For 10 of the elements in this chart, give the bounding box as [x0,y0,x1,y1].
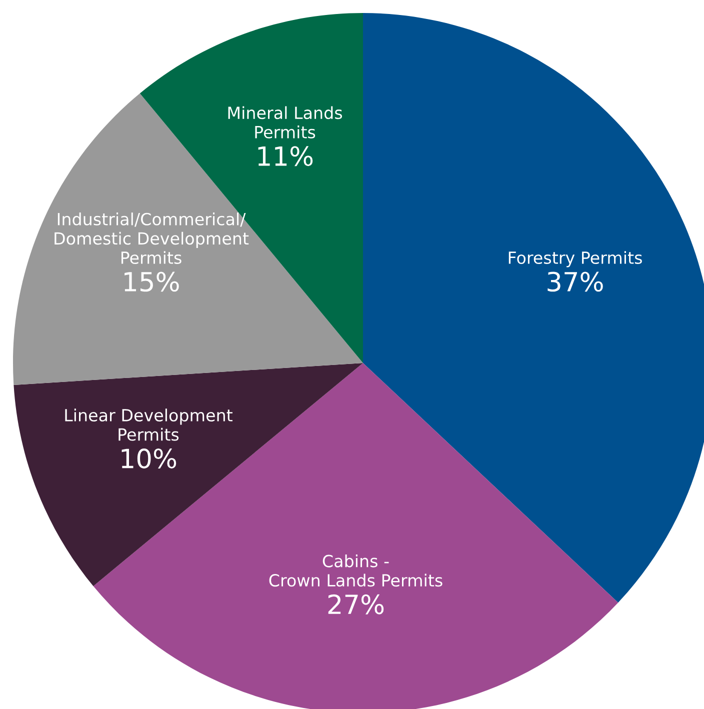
data-label: 10% [122,448,176,468]
slice-label: Industrial/Commerical/ Domestic Development Permits [54,212,249,264]
data-label: 15% [124,272,179,292]
slice-label: Mineral Lands Permits [228,106,342,138]
slice-label: Forestry Permits [508,251,642,268]
data-label: 27% [328,594,384,614]
data-label: 11% [258,146,313,166]
slice-label: Cabins - Crown Lands Permits [269,554,442,587]
slice-label: Linear Development Permits [65,408,232,441]
data-label: 37% [548,272,603,292]
